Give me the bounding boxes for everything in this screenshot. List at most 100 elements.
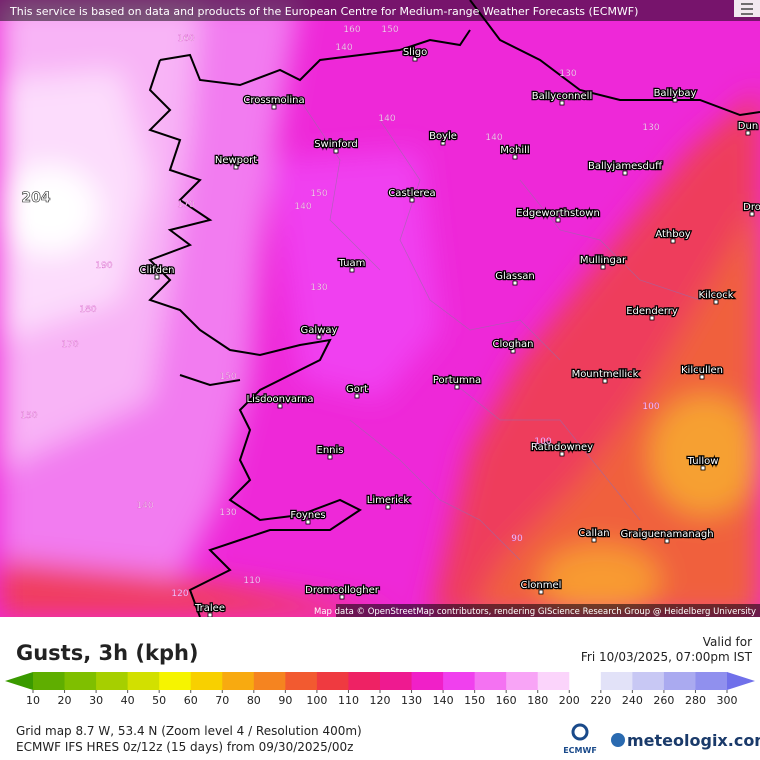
legend-tick-label: 180	[527, 694, 548, 707]
max-value-label: 204	[21, 190, 50, 206]
legend-tick-label: 260	[653, 694, 674, 707]
ecmwf-logo	[571, 723, 589, 741]
legend-tick-label: 90	[278, 694, 292, 707]
place-label: Gort	[346, 384, 368, 395]
place-label: Sligo	[403, 47, 427, 58]
legend-swatch	[348, 672, 381, 690]
place-marker	[512, 154, 518, 160]
legend-tick-label: 60	[184, 694, 198, 707]
place-marker	[591, 537, 597, 543]
legend-swatch	[569, 672, 602, 690]
place-label: Portumna	[433, 375, 481, 386]
grid-info: Grid map 8.7 W, 53.4 N (Zoom level 4 / R…	[16, 724, 362, 738]
place-marker	[649, 315, 655, 321]
place-label: Clifden	[140, 265, 175, 276]
place-marker	[713, 299, 719, 305]
place-marker	[700, 465, 706, 471]
legend-swatch	[253, 672, 286, 690]
contour-label: 170	[177, 200, 194, 210]
place-marker	[600, 264, 606, 270]
place-label: Ennis	[317, 445, 344, 456]
place-marker	[333, 148, 339, 154]
place-label: Ballyconnell	[532, 91, 592, 102]
contour-label: 130	[559, 69, 576, 79]
place-marker	[339, 594, 345, 600]
place-marker	[349, 267, 355, 273]
legend-tick-label: 280	[685, 694, 706, 707]
contour-label: 140	[136, 501, 153, 511]
legend-swatch	[663, 672, 696, 690]
contour-label: 140	[294, 202, 311, 212]
legend-tick-label: 140	[433, 694, 454, 707]
legend-swatch	[537, 672, 570, 690]
legend-tick-label: 30	[89, 694, 103, 707]
legend-swatch	[190, 672, 223, 690]
place-label: Crossmolina	[243, 95, 304, 106]
valid-time: Fri 10/03/2025, 07:00pm IST	[581, 650, 753, 664]
place-marker	[602, 378, 608, 384]
place-label: Cloghan	[492, 339, 533, 350]
place-marker	[512, 280, 518, 286]
place-label: Edgeworthstown	[516, 208, 600, 219]
legend-tick-label: 20	[58, 694, 72, 707]
legend-swatch	[506, 672, 539, 690]
legend-tick-label: 50	[152, 694, 166, 707]
legend-swatch	[411, 672, 444, 690]
model-info: ECMWF IFS HRES 0z/12z (15 days) from 09/…	[16, 740, 353, 754]
place-label: Kilcullen	[681, 365, 723, 376]
contour-label: 150	[310, 189, 327, 199]
place-label: Ballyjamesduff	[588, 161, 663, 172]
place-marker	[699, 374, 705, 380]
place-marker	[207, 612, 213, 617]
contour-label: 140	[378, 114, 395, 124]
place-marker	[559, 100, 565, 106]
contour-label: 140	[485, 133, 502, 143]
legend: 10 20 30 40 50 60 70 80 90 100 110 120 130 140 150 160 1…	[5, 672, 755, 707]
legend-above	[727, 672, 755, 690]
contour-label: 110	[243, 576, 260, 586]
place-label: Rathdowney	[531, 442, 593, 453]
place-label: Limerick	[367, 495, 410, 506]
place-marker	[664, 538, 670, 544]
place-marker	[316, 334, 322, 340]
legend-swatch	[127, 672, 160, 690]
place-label: Clonmel	[521, 580, 562, 591]
place-marker	[745, 130, 751, 136]
place-label: Newport	[215, 155, 257, 166]
legend-tick-label: 300	[717, 694, 738, 707]
legend-tick-label: 240	[622, 694, 643, 707]
meteologix-logo	[611, 733, 625, 747]
legend-swatch	[222, 672, 255, 690]
legend-tick-label: 110	[338, 694, 359, 707]
contour-label: 180	[79, 305, 96, 315]
place-label: Lisdoonvarna	[247, 394, 314, 405]
place-marker	[538, 589, 544, 595]
legend-swatch	[285, 672, 318, 690]
map: Sligo Crossmolina Ballyconnell Ballybay Dun B…	[0, 0, 760, 617]
contour-label: 140	[335, 43, 352, 53]
legend-swatch	[33, 672, 66, 690]
contour-label: 170	[61, 340, 78, 350]
contour-label: 100	[642, 402, 659, 412]
place-label: Foynes	[290, 510, 325, 521]
place-marker	[672, 97, 678, 103]
legend-swatch	[64, 672, 97, 690]
contour-label: 130	[219, 508, 236, 518]
place-marker	[354, 393, 360, 399]
place-label: Ballybay	[654, 88, 697, 99]
legend-swatch	[443, 672, 476, 690]
contour-label: 130	[310, 283, 327, 293]
place-label: Mohill	[500, 145, 529, 156]
place-marker	[277, 403, 283, 409]
place-label: Dro	[743, 202, 760, 213]
legend-tick-label: 40	[121, 694, 135, 707]
legend-tick-label: 200	[559, 694, 580, 707]
notice: This service is based on data and produc…	[9, 5, 638, 18]
place-marker	[409, 197, 415, 203]
place-marker	[510, 348, 516, 354]
place-marker	[622, 170, 628, 176]
place-marker	[154, 274, 160, 280]
legend-tick-label: 150	[464, 694, 485, 707]
place-marker	[559, 451, 565, 457]
